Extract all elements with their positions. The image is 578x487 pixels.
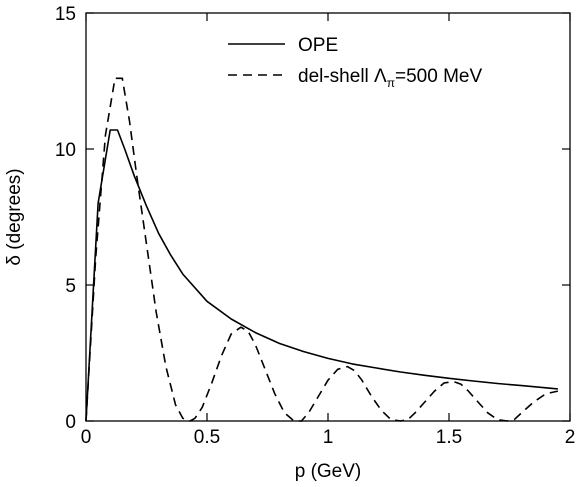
x-axis-label: p (GeV) (295, 461, 362, 482)
series-ope-line (85, 129, 558, 422)
series-group (85, 77, 559, 422)
y-tick-label: 5 (65, 276, 76, 297)
x-tick-label: 0 (81, 427, 92, 448)
y-tick-label: 10 (55, 140, 76, 161)
y-tick-label: 15 (55, 4, 76, 25)
legend-label-del-shell-main: del-shell Λ (298, 66, 387, 87)
legend-label-del-shell-sub: π (387, 76, 395, 90)
series-del-shell-line (85, 77, 559, 422)
x-tick-label: 2 (565, 427, 576, 448)
legend-label-del-shell: del-shell Λπ=500 MeV (298, 66, 482, 90)
tick-labels: 0 0.5 1 1.5 2 0 5 10 15 (55, 4, 575, 448)
x-tick-label: 1 (323, 427, 334, 448)
legend-label-ope: OPE (298, 35, 338, 56)
y-axis-label: δ (degrees) (4, 168, 25, 265)
legend: OPE del-shell Λπ=500 MeV (228, 35, 482, 90)
x-tick-label: 0.5 (194, 427, 220, 448)
y-tick-label: 0 (65, 412, 76, 433)
legend-label-del-shell-tail: =500 MeV (395, 66, 482, 87)
x-tick-label: 1.5 (436, 427, 462, 448)
axis-ticks (85, 12, 571, 422)
